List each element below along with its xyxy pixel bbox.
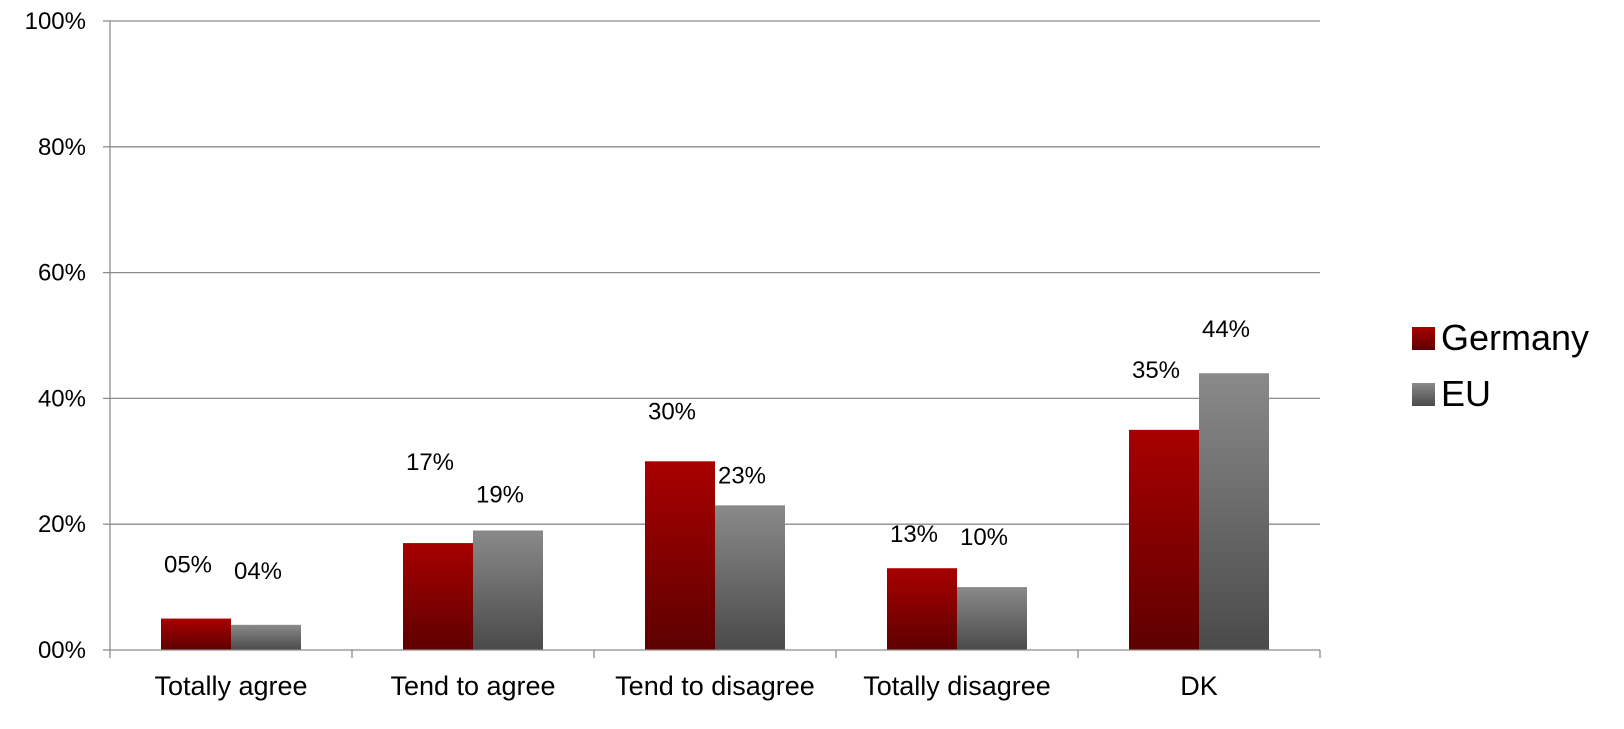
y-tick-label: 60% xyxy=(38,260,86,287)
y-tick-label: 100% xyxy=(25,8,86,35)
legend-swatch-eu xyxy=(1412,383,1435,406)
data-label-eu-0: 04% xyxy=(234,558,282,585)
bar-eu-2 xyxy=(715,505,785,650)
bar-germany-2 xyxy=(645,461,715,650)
data-label-germany-0: 05% xyxy=(164,552,212,579)
legend-item-germany: Germany xyxy=(1412,310,1589,366)
y-tick-label: 00% xyxy=(38,637,86,664)
bar-eu-3 xyxy=(957,587,1027,650)
y-tick-label: 80% xyxy=(38,134,86,161)
data-label-eu-4: 44% xyxy=(1202,316,1250,343)
bar-eu-0 xyxy=(231,625,301,650)
bar-eu-4 xyxy=(1199,373,1269,650)
legend-label-germany: Germany xyxy=(1441,320,1589,356)
bar-germany-4 xyxy=(1129,430,1199,650)
x-axis-ticks: Totally agree Tend to agree Tend to disagr… xyxy=(110,650,1320,701)
data-label-eu-1: 19% xyxy=(476,481,524,508)
x-tick-label: Tend to disagree xyxy=(615,671,815,701)
x-tick-label: Tend to agree xyxy=(390,671,555,701)
data-label-eu-3: 10% xyxy=(960,524,1008,551)
bar-germany-3 xyxy=(887,568,957,650)
x-tick-label: Totally agree xyxy=(154,671,307,701)
bar-germany-0 xyxy=(161,619,231,650)
data-label-germany-1: 17% xyxy=(406,449,454,476)
bar-germany-1 xyxy=(403,543,473,650)
legend-swatch-germany xyxy=(1412,327,1435,350)
data-label-germany-2: 30% xyxy=(648,398,696,425)
legend-label-eu: EU xyxy=(1441,376,1491,412)
x-tick-label: DK xyxy=(1180,671,1218,701)
data-label-germany-4: 35% xyxy=(1132,357,1180,384)
data-label-germany-3: 13% xyxy=(890,521,938,548)
bars xyxy=(161,373,1269,650)
data-label-eu-2: 23% xyxy=(718,462,766,489)
legend: Germany EU xyxy=(1412,310,1589,422)
y-axis-ticks: 00% 20% 40% 60% 80% 100% xyxy=(25,8,110,664)
x-tick-label: Totally disagree xyxy=(863,671,1051,701)
legend-item-eu: EU xyxy=(1412,366,1589,422)
y-tick-label: 20% xyxy=(38,511,86,538)
y-tick-label: 40% xyxy=(38,385,86,412)
bar-eu-1 xyxy=(473,530,543,650)
